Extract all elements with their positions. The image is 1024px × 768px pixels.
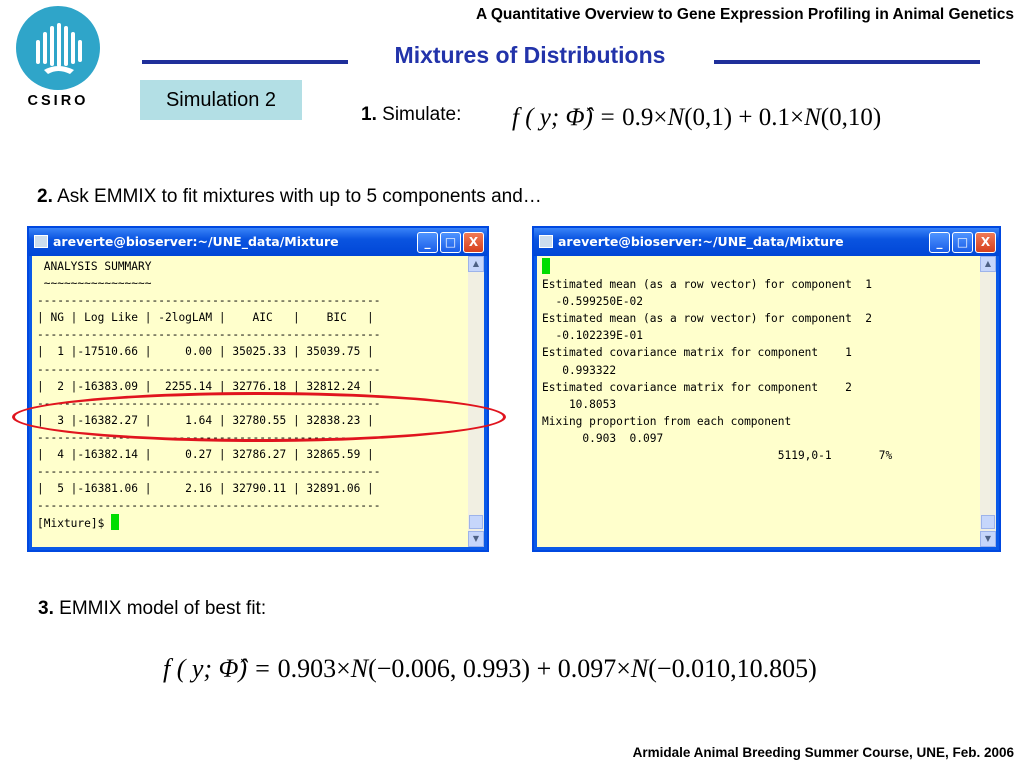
close-button[interactable]: X	[975, 232, 996, 253]
scroll-down-icon[interactable]: ▼	[980, 531, 996, 547]
step-1: 1. Simulate:	[361, 104, 461, 126]
terminal-line: ----------------------------------------…	[37, 465, 381, 479]
formula-2-params-1: (−0.006, 0.993)	[368, 654, 531, 683]
shell-prompt-line[interactable]: [Mixture]$	[37, 514, 468, 532]
terminal-output[interactable]: Estimated mean (as a row vector) for com…	[537, 256, 980, 547]
formula-1-params-1: (0,1)	[684, 104, 733, 131]
formula-1-normal-2: N	[804, 104, 821, 131]
best-fit-formula: f ( y; Φ̂) = 0.903×N(−0.006, 0.993) + 0.…	[163, 654, 817, 684]
terminal-line: Estimated covariance matrix for componen…	[542, 380, 852, 394]
scroll-up-icon[interactable]: ▲	[468, 256, 484, 272]
terminal-line: -0.599250E-02	[542, 295, 644, 309]
formula-2-weight-1: 0.903×	[277, 654, 351, 683]
minimize-button[interactable]: _	[417, 232, 438, 253]
step-1-number: 1.	[361, 104, 377, 125]
terminal-line: | 4 |-16382.14 | 0.27 | 32786.27 | 32865…	[37, 448, 374, 462]
simulation-badge: Simulation 2	[140, 80, 302, 120]
shell-prompt: [Mixture]$	[37, 517, 112, 531]
title-rule-left	[142, 60, 348, 64]
csiro-emblem-icon	[16, 6, 100, 90]
terminal-line: ANALYSIS SUMMARY	[37, 260, 152, 273]
formula-1-weight-1: 0.9×	[622, 104, 668, 131]
terminal-window-estimates[interactable]: areverte@bioserver:~/UNE_data/Mixture _ …	[532, 226, 1001, 552]
csiro-logo: CSIRO	[14, 4, 102, 109]
window-titlebar[interactable]: areverte@bioserver:~/UNE_data/Mixture _ …	[29, 228, 487, 256]
cursor-line	[542, 258, 980, 276]
terminal-line: 0.993322	[542, 363, 617, 377]
text-cursor	[111, 514, 120, 531]
formula-2-weight-2: 0.097×	[557, 654, 631, 683]
scroll-thumb[interactable]	[981, 515, 995, 529]
terminal-line: 10.8053	[542, 397, 617, 411]
formula-2-normal-1: N	[350, 654, 369, 683]
window-title: areverte@bioserver:~/UNE_data/Mixture	[53, 234, 339, 249]
terminal-line: Mixing proportion from each component	[542, 414, 792, 428]
terminal-line: | 1 |-17510.66 | 0.00 | 35025.33 | 35039…	[37, 345, 374, 359]
presentation-title: A Quantitative Overview to Gene Expressi…	[475, 6, 1014, 23]
step-3: 3. EMMIX model of best fit:	[38, 598, 266, 620]
terminal-line: ~~~~~~~~~~~~~~~~	[37, 277, 152, 291]
scroll-down-icon[interactable]: ▼	[468, 531, 484, 547]
putty-icon	[539, 235, 553, 248]
formula-2-plus: +	[530, 654, 558, 683]
step-3-text: EMMIX model of best fit:	[59, 598, 267, 619]
terminal-line: 0.903 0.097	[542, 431, 664, 445]
window-title: areverte@bioserver:~/UNE_data/Mixture	[558, 234, 844, 249]
terminal-window-analysis-summary[interactable]: areverte@bioserver:~/UNE_data/Mixture _ …	[27, 226, 489, 552]
logo-wordmark: CSIRO	[27, 93, 89, 109]
step-2-text: Ask EMMIX to fit mixtures with up to 5 c…	[57, 186, 542, 207]
vim-status-line: 5119,0-1 7%	[542, 449, 893, 463]
formula-1-lhs: f ( y; Φ̂) =	[512, 104, 623, 131]
terminal-line: Estimated mean (as a row vector) for com…	[542, 278, 873, 292]
vertical-scrollbar[interactable]: ▲ ▼	[468, 256, 484, 547]
title-rule-right	[714, 60, 980, 64]
terminal-line: ----------------------------------------…	[37, 294, 381, 308]
maximize-button[interactable]: □	[952, 232, 973, 253]
formula-1-params-2: (0,10)	[820, 104, 882, 131]
window-titlebar[interactable]: areverte@bioserver:~/UNE_data/Mixture _ …	[534, 228, 999, 256]
terminal-line: Estimated mean (as a row vector) for com…	[542, 312, 873, 326]
terminal-line: -0.102239E-01	[542, 329, 644, 343]
terminal-line: ----------------------------------------…	[37, 362, 381, 376]
vertical-scrollbar[interactable]: ▲ ▼	[980, 256, 996, 547]
putty-icon	[34, 235, 48, 248]
footer-text: Armidale Animal Breeding Summer Course, …	[632, 745, 1014, 760]
simulation-formula: f ( y; Φ̂) = 0.9×N(0,1) + 0.1×N(0,10)	[512, 104, 881, 132]
best-fit-highlight-ellipse	[12, 392, 506, 442]
terminal-line: | NG | Log Like | -2logLAM | AIC | BIC |	[37, 311, 374, 325]
formula-2-normal-2: N	[630, 654, 649, 683]
slide-title: Mixtures of Distributions	[394, 42, 666, 68]
terminal-line: | 2 |-16383.09 | 2255.14 | 32776.18 | 32…	[37, 379, 374, 393]
formula-1-normal-1: N	[667, 104, 685, 131]
terminal-line: Estimated covariance matrix for componen…	[542, 346, 852, 360]
close-button[interactable]: X	[463, 232, 484, 253]
text-cursor	[542, 258, 550, 274]
formula-1-plus: +	[732, 104, 759, 131]
step-3-number: 3.	[38, 598, 54, 619]
step-2-number: 2.	[37, 186, 53, 207]
terminal-line: ----------------------------------------…	[37, 328, 381, 342]
terminal-line: | 5 |-16381.06 | 2.16 | 32790.11 | 32891…	[37, 482, 374, 496]
formula-2-lhs: f ( y; Φ̂) =	[163, 654, 278, 683]
scroll-thumb[interactable]	[469, 515, 483, 529]
formula-1-weight-2: 0.1×	[758, 104, 805, 131]
formula-2-params-2: (−0.010,10.805)	[648, 654, 817, 683]
maximize-button[interactable]: □	[440, 232, 461, 253]
scroll-up-icon[interactable]: ▲	[980, 256, 996, 272]
terminal-line: ----------------------------------------…	[37, 499, 381, 513]
minimize-button[interactable]: _	[929, 232, 950, 253]
step-2: 2. Ask EMMIX to fit mixtures with up to …	[37, 186, 542, 208]
step-1-text: Simulate:	[382, 104, 462, 125]
